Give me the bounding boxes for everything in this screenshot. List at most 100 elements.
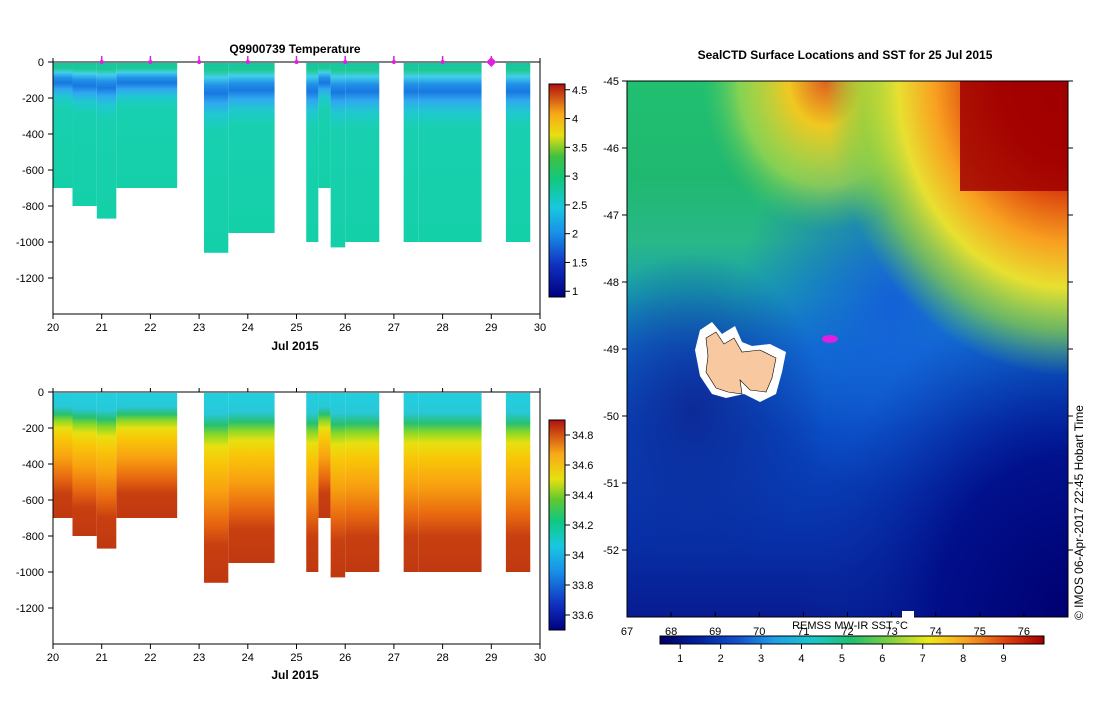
surface-marker-dot: [245, 60, 250, 64]
sst-map-panel: SealCTD Surface Locations and SST for 25…: [603, 48, 1073, 665]
profile-column: [228, 63, 275, 233]
y-tick-label: -400: [22, 129, 44, 141]
surface-marker-dot: [391, 60, 396, 64]
surface-marker-dot: [148, 60, 153, 64]
profile-gap: [318, 188, 331, 242]
profile-column: [403, 393, 419, 572]
profile-column: [72, 393, 97, 536]
x-tick-label: 30: [534, 322, 546, 334]
x-tick-label: 28: [436, 652, 448, 664]
y-tick-label: 0: [38, 387, 44, 399]
sst-colorbar-tick-label: 5: [839, 653, 845, 665]
profile-column: [418, 393, 482, 572]
x-tick-label: 23: [193, 322, 205, 334]
salinity-panel: 20 21 22 23 24 25 26 27 28 29 30 0 -200 -400 -600 -800 -…: [16, 387, 594, 682]
lon-tick-label: 70: [753, 626, 765, 638]
surface-marker-dot: [294, 60, 299, 64]
x-tick-label: 21: [96, 322, 108, 334]
sst-colorbar-tick-label: 8: [960, 653, 966, 665]
sst-colorbar-label: REMSS MW-IR SST °C: [792, 620, 908, 632]
temperature-title: Q9900739 Temperature: [229, 42, 361, 56]
x-tick-label: 20: [47, 322, 59, 334]
x-tick-label: 29: [485, 322, 497, 334]
profile-column: [330, 393, 346, 578]
surface-marker-dot: [197, 60, 202, 64]
profile-column: [505, 63, 531, 242]
profile-column: [53, 393, 73, 518]
colorbar-tick-label: 33.6: [572, 610, 593, 622]
surface-marker-dot: [343, 60, 348, 64]
profile-column: [96, 393, 117, 549]
y-tick-label: -1000: [16, 237, 44, 249]
x-tick-label: 26: [339, 322, 351, 334]
lon-tick-label: 68: [665, 626, 677, 638]
lat-tick-label: -48: [603, 277, 619, 289]
y-tick-label: -200: [22, 423, 44, 435]
profile-gap: [318, 518, 331, 572]
x-tick-label: 26: [339, 652, 351, 664]
lon-tick-label: 67: [621, 626, 633, 638]
x-tick-label: 20: [47, 652, 59, 664]
profile-column: [96, 63, 117, 219]
seal-location-dot: [821, 334, 838, 343]
colorbar-tick-label: 1.5: [572, 257, 587, 269]
profile-column: [203, 393, 229, 583]
x-tick-label: 29: [485, 652, 497, 664]
profile-column: [116, 393, 178, 518]
lat-tick-label: -46: [603, 143, 619, 155]
sst-colorbar-tick-label: 9: [1001, 653, 1007, 665]
x-tick-label: 24: [242, 652, 254, 664]
profile-column: [330, 63, 346, 248]
x-tick-label: 25: [290, 652, 302, 664]
x-tick-label: 22: [144, 322, 156, 334]
profile-column: [345, 393, 380, 572]
sst-map-title: SealCTD Surface Locations and SST for 25…: [698, 48, 993, 62]
sst-colorbar-tick-label: 7: [920, 653, 926, 665]
profile-column: [345, 63, 380, 242]
x-tick-label: 28: [436, 322, 448, 334]
lat-tick-label: -52: [603, 545, 619, 557]
sst-colorbar-tick-label: 3: [758, 653, 764, 665]
imos-credit: © IMOS 06-Apr-2017 22:45 Hobart Time: [1072, 405, 1086, 620]
seal-location-marker: [821, 334, 838, 343]
x-tick-label: 27: [388, 322, 400, 334]
colorbar-tick-label: 4.5: [572, 85, 587, 97]
sst-colorbar-tick-label: 1: [677, 653, 683, 665]
y-tick-label: -400: [22, 459, 44, 471]
profile-column: [318, 63, 331, 188]
x-tick-label: 21: [96, 652, 108, 664]
temperature-colorbar: [548, 83, 566, 298]
y-tick-label: -1200: [16, 603, 44, 615]
temperature-xlabel: Jul 2015: [271, 339, 319, 353]
kerguelen-island: [695, 322, 786, 402]
profile-column: [72, 63, 97, 206]
profile-column: [306, 393, 319, 572]
profile-column: [116, 63, 178, 188]
colorbar-tick-label: 34: [572, 550, 584, 562]
surface-marker-dot: [99, 60, 104, 64]
sst-colorbar: [659, 635, 1045, 645]
profile-column: [53, 63, 73, 188]
lon-tick-label: 76: [1018, 626, 1030, 638]
y-tick-label: -600: [22, 495, 44, 507]
sst-colorbar-tick-label: 2: [718, 653, 724, 665]
lat-tick-label: -50: [603, 411, 619, 423]
y-tick-label: -1200: [16, 273, 44, 285]
lon-tick-label: 74: [930, 626, 942, 638]
surface-marker-dot: [440, 60, 445, 64]
lon-tick-label: 72: [841, 626, 853, 638]
lon-tick-label: 69: [709, 626, 721, 638]
profile-column: [318, 393, 331, 518]
colorbar-tick-label: 34.4: [572, 490, 593, 502]
lat-tick-label: -51: [603, 478, 619, 490]
x-tick-label: 27: [388, 652, 400, 664]
colorbar-tick-label: 1: [572, 286, 578, 298]
y-tick-label: -600: [22, 165, 44, 177]
salinity-colorbar: [548, 419, 566, 631]
colorbar-tick-label: 33.8: [572, 580, 593, 592]
lon-tick-label: 71: [797, 626, 809, 638]
colorbar-tick-label: 34.8: [572, 430, 593, 442]
colorbar-tick-label: 2: [572, 229, 578, 241]
colorbar-tick-label: 3: [572, 171, 578, 183]
temperature-panel: Q9900739 Temperature 20 21 22 23 24 25 26 27 28 2…: [16, 42, 587, 353]
